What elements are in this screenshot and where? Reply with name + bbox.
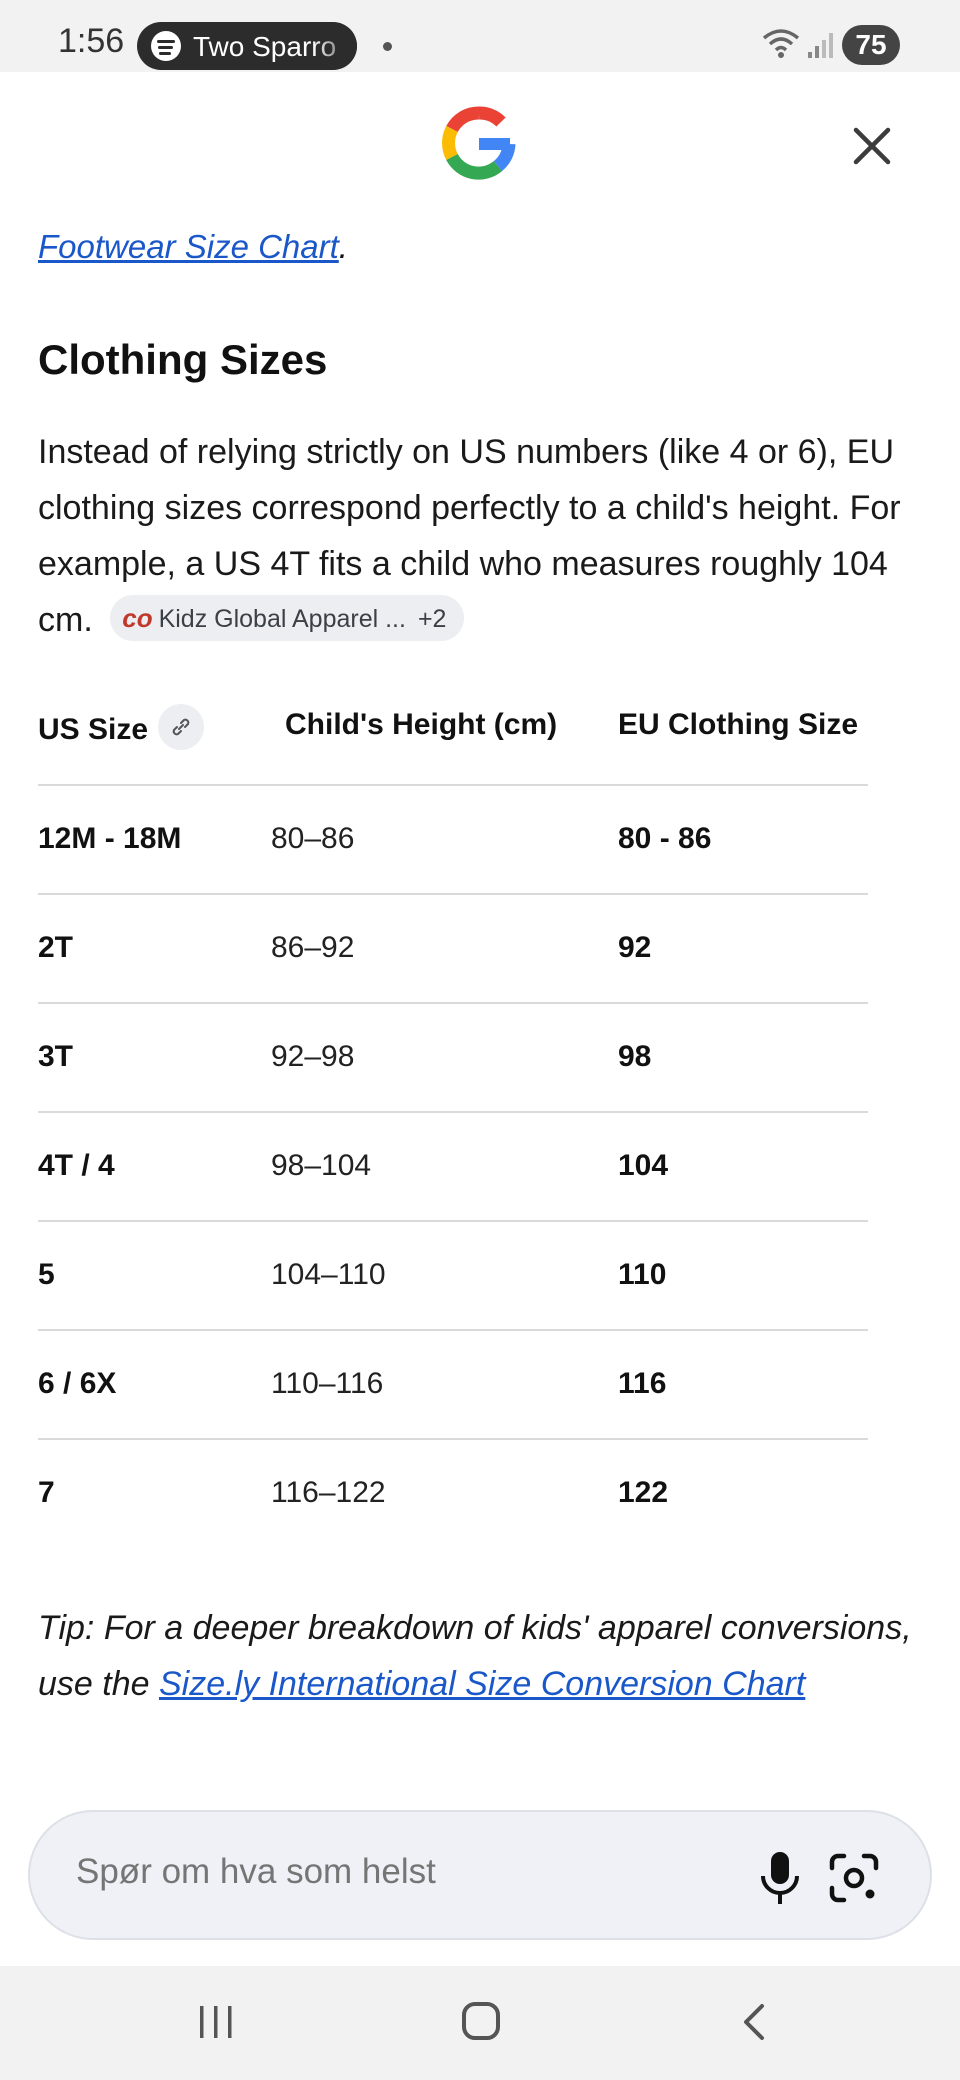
microphone-icon[interactable] [752,1848,808,1908]
table-row: 6 / 6X 110–116 116 [38,1331,868,1440]
cell-height: 98–104 [271,1149,372,1182]
camera-lens-icon[interactable] [826,1850,882,1906]
status-bar: 1:56 Two Sparro 75 [0,0,960,72]
notification-dot-icon [383,42,392,51]
tip-text: Tip: For a deeper breakdown of kids' app… [38,1609,912,1703]
footwear-size-chart-link[interactable]: Footwear Size Chart [38,228,339,265]
cell-us-size: 4T / 4 [38,1149,115,1182]
table-row: 7 116–122 122 [38,1440,868,1549]
cell-eu-size: 98 [618,1040,652,1073]
cell-height: 116–122 [271,1476,386,1509]
wifi-icon [762,29,800,58]
header-height: Child's Height (cm) [285,708,558,741]
status-time: 1:56 [58,22,125,60]
intro-text: Instead of relying strictly on US number… [38,433,901,639]
table-row: 5 104–110 110 [38,1222,868,1331]
google-g-icon [442,106,516,180]
cell-us-size: 12M - 18M [38,822,182,855]
cell-us-size: 7 [38,1476,55,1509]
cell-eu-size: 110 [618,1258,667,1291]
cell-us-size: 5 [38,1258,55,1291]
source-chip[interactable]: co Kidz Global Apparel ... +2 [110,595,465,642]
close-icon[interactable] [846,120,898,172]
table-row: 2T 86–92 92 [38,895,868,1004]
cell-height: 86–92 [271,931,355,964]
signal-icon [808,33,833,58]
link-icon[interactable] [158,704,205,750]
answer-content: Footwear Size Chart. Clothing Sizes Inst… [0,172,960,1740]
search-bar[interactable] [28,1810,932,1940]
recent-apps-icon[interactable] [196,2002,236,2042]
cell-height: 92–98 [271,1040,355,1073]
table-row: 3T 92–98 98 [38,1004,868,1113]
cell-eu-size: 92 [618,931,652,964]
cell-us-size: 6 / 6X [38,1367,117,1400]
media-pill-title: Two Sparro [193,31,337,62]
intro-paragraph: Instead of relying strictly on US number… [38,424,938,648]
header-eu-size: EU Clothing Size [618,708,858,741]
search-input[interactable] [76,1852,676,1892]
cell-eu-size: 104 [618,1149,669,1182]
spotify-icon [151,31,181,61]
cell-eu-size: 122 [618,1476,669,1509]
sizely-conversion-link[interactable]: Size.ly International Size Conversion Ch… [158,1665,806,1703]
cell-height: 110–116 [271,1367,384,1400]
footwear-line: Footwear Size Chart. [38,228,348,266]
size-table: US Size Child's Height (cm) EU Clothing … [38,672,868,1549]
table-row: 12M - 18M 80–86 80 - 86 [38,786,868,895]
footwear-suffix: . [338,228,348,265]
media-pill[interactable]: Two Sparro [137,22,357,70]
home-icon[interactable] [462,2002,500,2040]
back-icon[interactable] [736,2002,772,2042]
battery-indicator: 75 [842,25,900,65]
cell-height: 80–86 [271,822,355,855]
cell-height: 104–110 [271,1258,386,1291]
source-chip-more: +2 [417,605,447,634]
table-header: US Size Child's Height (cm) EU Clothing … [38,672,868,786]
media-pill-fade [313,22,357,70]
section-title: Clothing Sizes [38,336,328,383]
tip-paragraph: Tip: For a deeper breakdown of kids' app… [38,1600,918,1712]
source-chip-label: Kidz Global Apparel ... [158,605,406,634]
cell-us-size: 2T [38,931,74,964]
header-us-size: US Size [38,712,149,746]
table-header-cell: US Size [38,704,205,754]
navigation-bar [0,1966,960,2080]
table-row: 4T / 4 98–104 104 [38,1113,868,1222]
cell-us-size: 3T [38,1040,74,1073]
cell-eu-size: 116 [618,1367,667,1400]
cell-eu-size: 80 - 86 [618,822,712,855]
source-logo-icon: co [122,603,153,634]
